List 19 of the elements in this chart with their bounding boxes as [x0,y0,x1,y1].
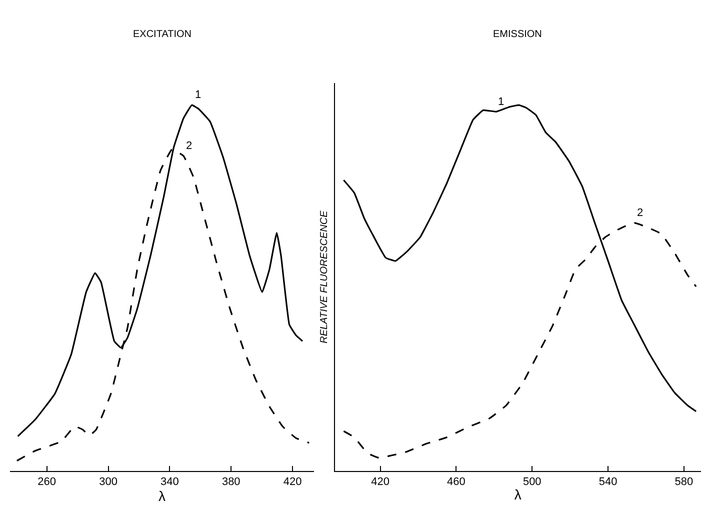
annotation: 2 [186,140,192,152]
x-tick-label: 500 [522,476,542,488]
x-axis-title: λ [514,486,522,502]
y-axis-title: RELATIVE FLUORESCENCE [318,210,330,344]
annotation: 1 [195,89,202,101]
x-tick-label: 300 [99,476,118,488]
annotation: 2 [637,207,644,219]
annotation: 1 [498,96,504,108]
x-tick-label: 380 [222,476,240,488]
x-tick-label: 580 [674,476,694,488]
x-axis-title: λ [158,488,166,504]
x-tick-label: 540 [598,476,618,488]
chart-title: EMISSION [493,29,542,40]
x-tick-label: 340 [160,476,179,488]
x-tick-label: 260 [38,476,56,488]
chart-title: EXCITATION [133,29,192,40]
x-tick-label: 420 [371,476,390,488]
x-tick-label: 460 [447,476,466,488]
x-tick-label: 420 [283,476,302,488]
